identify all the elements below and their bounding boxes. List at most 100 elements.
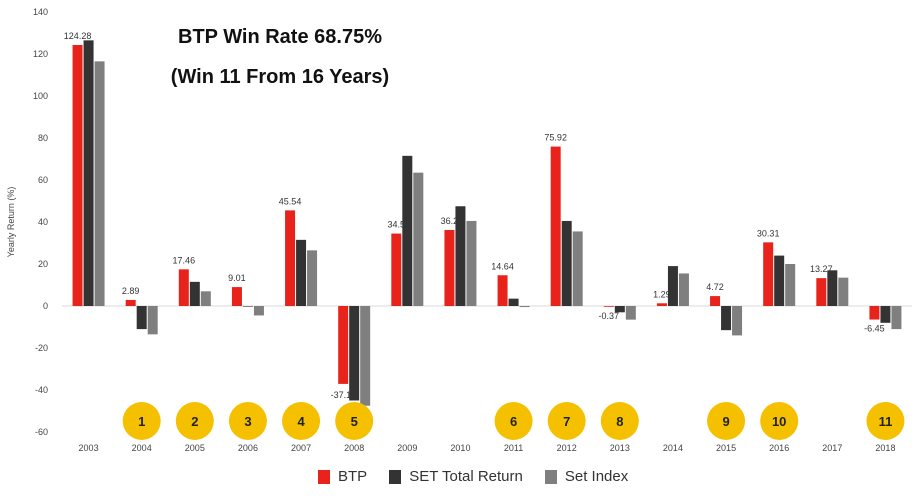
bar-set-total-return (455, 206, 466, 306)
bar-set-index (147, 306, 158, 335)
data-label: -0.37 (599, 311, 620, 321)
win-marker-label: 8 (616, 414, 623, 429)
bar-set-index (891, 306, 902, 330)
bar-set-total-return (774, 255, 785, 306)
x-tick-label: 2003 (79, 443, 99, 453)
data-label: 30.31 (757, 228, 780, 238)
data-label: 2.89 (122, 286, 140, 296)
bar-set-index (466, 220, 477, 306)
legend-swatch-btp (318, 469, 330, 484)
win-marker-label: 2 (191, 414, 198, 429)
bar-set-index (200, 291, 211, 306)
legend-label-set-index: Set Index (564, 468, 629, 485)
bar-btp (816, 278, 827, 306)
bar-set-index (785, 264, 796, 306)
win-marker-circle (707, 402, 746, 440)
win-marker-label: 9 (722, 414, 729, 429)
data-label: 75.92 (544, 133, 567, 143)
data-label: 45.54 (279, 196, 302, 206)
bar-set-total-return (508, 298, 519, 306)
win-marker-label: 10 (772, 414, 786, 429)
data-label: 13.27 (810, 264, 833, 274)
bar-set-index (678, 273, 689, 306)
bar-btp (391, 233, 402, 306)
bar-set-index (307, 250, 318, 306)
bar-btp (710, 296, 721, 306)
bar-set-total-return (83, 40, 94, 306)
bar-set-total-return (880, 306, 891, 323)
win-marker-circle (122, 402, 161, 440)
data-label: 36.2 (441, 216, 459, 226)
legend-item-set-total-return: SET Total Return (389, 468, 523, 485)
bar-set-total-return (614, 306, 625, 313)
legend-item-btp: BTP (318, 468, 367, 485)
y-axis-title: Yearly Return (%) (6, 187, 16, 258)
data-label: 34.5 (388, 220, 406, 230)
data-label: 124.28 (64, 31, 92, 41)
win-marker-label: 5 (351, 414, 358, 429)
bar-btp (603, 306, 614, 307)
win-marker-circle (175, 402, 214, 440)
y-tick-label: 100 (33, 91, 48, 101)
win-marker-label: 4 (297, 414, 305, 429)
bar-set-total-return (561, 220, 572, 306)
bar-btp (338, 306, 349, 384)
y-tick-label: 20 (38, 259, 48, 269)
legend-swatch-set-index (544, 469, 557, 484)
bar-btp (656, 303, 667, 306)
x-tick-label: 2015 (716, 443, 736, 453)
bar-btp (125, 299, 136, 306)
x-tick-label: 2004 (132, 443, 152, 453)
win-marker-label: 7 (563, 414, 570, 429)
win-marker-circle (866, 402, 905, 440)
data-label: -37.1 (331, 390, 352, 400)
bar-set-index (413, 172, 424, 306)
x-tick-label: 2005 (185, 443, 205, 453)
bar-set-index (838, 277, 849, 306)
bar-set-total-return (189, 281, 200, 306)
win-marker-circle (547, 402, 586, 440)
legend: BTP SET Total Return Set Index (318, 468, 628, 485)
legend-label-btp: BTP (338, 468, 368, 485)
win-marker-circle (494, 402, 533, 440)
bar-set-total-return (667, 266, 678, 306)
bar-set-total-return (242, 306, 253, 307)
bar-btp (231, 287, 242, 306)
win-marker-circle (600, 402, 639, 440)
legend-label-set-total-return: SET Total Return (409, 468, 523, 485)
bar-set-total-return (296, 239, 307, 306)
y-tick-label: 80 (38, 133, 48, 143)
y-tick-label: 40 (38, 217, 48, 227)
bar-set-total-return (136, 306, 147, 330)
y-tick-label: 140 (33, 7, 48, 17)
data-label: 4.72 (706, 282, 724, 292)
win-marker-circle (282, 402, 321, 440)
bar-set-index (360, 306, 371, 406)
win-marker-circle (760, 402, 799, 440)
bar-set-total-return (349, 306, 360, 401)
data-label: -6.45 (864, 324, 885, 334)
y-tick-label: 0 (43, 301, 48, 311)
x-tick-label: 2017 (822, 443, 842, 453)
win-marker-circle (335, 402, 374, 440)
x-tick-label: 2008 (344, 443, 364, 453)
data-label: 17.46 (173, 255, 196, 265)
y-tick-label: -60 (35, 427, 48, 437)
y-tick-label: 60 (38, 175, 48, 185)
win-marker-circle (228, 402, 267, 440)
chart-title-line1: BTP Win Rate 68.75% (178, 26, 382, 48)
bar-btp (285, 210, 296, 306)
x-tick-label: 2014 (663, 443, 683, 453)
win-marker-label: 6 (510, 414, 517, 429)
x-tick-label: 2009 (397, 443, 417, 453)
bar-btp (72, 45, 83, 307)
bar-set-index (732, 306, 743, 336)
y-tick-label: 120 (33, 49, 48, 59)
bar-set-total-return (402, 155, 413, 306)
win-marker-label: 11 (879, 414, 893, 429)
bar-btp (869, 306, 880, 320)
bar-btp (444, 229, 455, 306)
legend-item-set-index: Set Index (544, 468, 629, 485)
x-tick-label: 2011 (504, 443, 523, 453)
x-tick-label: 2006 (238, 443, 258, 453)
